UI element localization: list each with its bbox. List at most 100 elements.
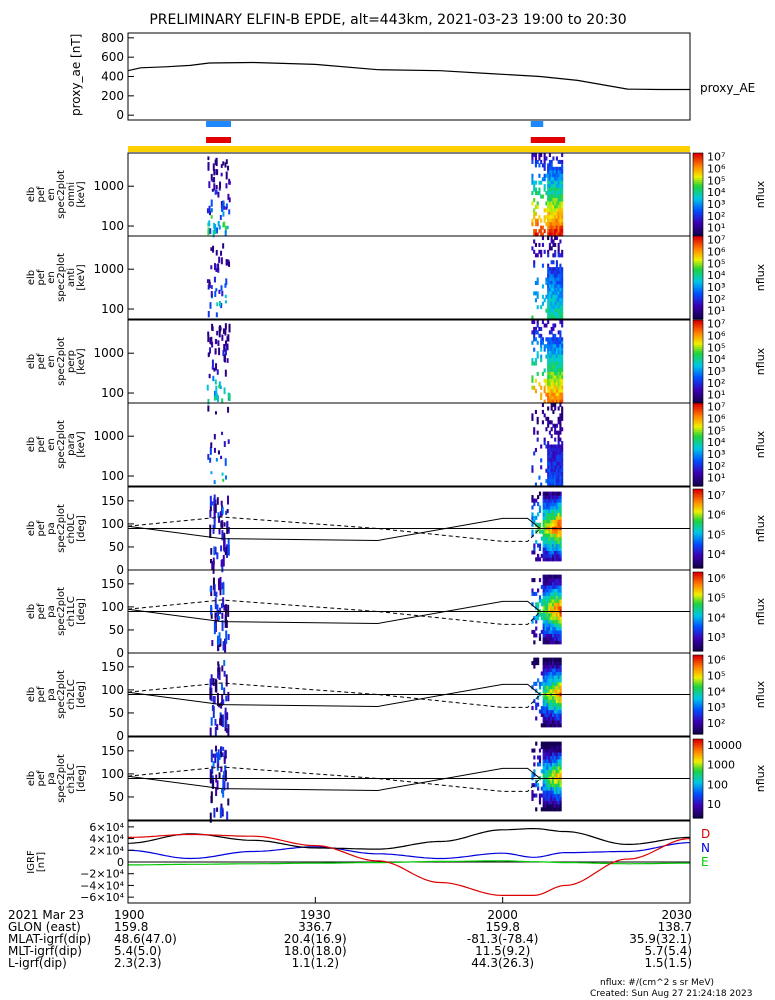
pa-pixel — [218, 616, 221, 621]
colorbar-segment — [693, 812, 703, 815]
pa-pixel — [555, 619, 558, 624]
spectrogram-pixel — [224, 328, 227, 336]
pa-pixel — [546, 758, 549, 763]
pa-pixel — [555, 588, 558, 593]
spectrogram-pixel — [550, 270, 553, 275]
pa-pixel — [546, 751, 549, 757]
spectrogram-pixel — [215, 385, 218, 394]
spectrogram-pixel — [555, 347, 558, 352]
spectrogram-pixel — [552, 170, 555, 175]
spectrogram-pixel — [547, 354, 550, 359]
pa-panel-frame — [127, 652, 691, 737]
spectrogram-pixel — [554, 274, 557, 279]
spectrogram-pixel — [557, 340, 560, 345]
colorbar-tick-label: 10² — [707, 377, 725, 390]
pa-pixel — [550, 706, 553, 711]
pa-ylabel-line: pef — [36, 686, 47, 703]
spectrogram-pixel — [559, 465, 562, 470]
pa-pixel — [548, 755, 551, 760]
colorbar-segment — [693, 471, 703, 475]
pa-pixel — [555, 515, 558, 520]
pa-pixel — [542, 629, 545, 635]
pa-pixel — [544, 762, 547, 767]
colorbar-tick-label: 10⁶ — [707, 654, 726, 667]
pa-pixel — [559, 745, 562, 750]
spectrogram-pixel — [534, 191, 537, 196]
spectrogram-pixel — [555, 204, 558, 209]
spectrogram-pixel — [550, 396, 553, 401]
colorbars: 10⁷10⁶10⁵10⁴10³10²10¹nflux10⁷10⁶10⁵10⁴10… — [692, 151, 767, 819]
spectrogram-pixel — [555, 308, 558, 313]
spectrogram-pixel — [554, 315, 557, 320]
pa-pixel — [559, 755, 562, 760]
spectrogram-pixel — [557, 347, 560, 352]
pa-pixel — [550, 699, 553, 704]
igrf-ylabel-line: IGRF — [26, 850, 37, 874]
spectrogram-pixel — [548, 315, 551, 320]
spectrogram-pixel — [561, 173, 564, 178]
colorbar-segment — [693, 209, 703, 212]
colorbar-segment — [693, 359, 703, 363]
spectrogram-pixel — [561, 371, 564, 376]
spectrogram-pixel — [548, 396, 551, 401]
pa-pixel — [535, 591, 538, 596]
spectrogram-pixel — [538, 187, 541, 192]
pa-pixel — [226, 520, 229, 529]
colorbar-tick-label: 10⁶ — [707, 412, 726, 425]
pa-pixel — [542, 519, 545, 524]
spectrogram-pixel — [550, 246, 553, 251]
spectrogram-pixel — [540, 253, 543, 258]
colorbar-segment — [693, 310, 703, 314]
spectrogram-pixel — [547, 465, 550, 470]
spectrogram-pixel — [531, 385, 534, 390]
spectrogram-pixel — [555, 423, 558, 428]
spectrogram-pixel — [547, 385, 550, 390]
pa-pixel — [551, 685, 555, 690]
spectrogram-pixel — [559, 291, 562, 296]
spectrogram-pixel — [547, 461, 550, 466]
pa-pixel — [557, 741, 560, 746]
colorbar-tick-label: 10⁷ — [707, 489, 725, 502]
spectrogram-pixel — [550, 291, 553, 296]
colorbar-segment — [693, 369, 703, 373]
pa-pixel — [551, 550, 555, 555]
colorbar-segment — [693, 798, 703, 801]
pa-ylabel-line: ch2LC — [66, 679, 77, 710]
pa-pixel — [559, 702, 562, 707]
pa-pixel — [559, 793, 562, 798]
pa-pixel — [224, 750, 227, 759]
pa-pixel — [538, 543, 542, 548]
pa-pixel — [542, 515, 545, 520]
pa-pixel — [531, 706, 534, 711]
spectrogram-pixel — [554, 284, 557, 289]
pa-pixel — [553, 557, 557, 562]
spectrogram-pixel — [561, 159, 564, 164]
pa-pixel — [537, 588, 540, 593]
pa-pixel — [555, 779, 558, 784]
pa-pixel — [557, 581, 560, 586]
igrf-north-line — [128, 842, 690, 860]
colorbar-tick-label: 10⁴ — [707, 436, 726, 449]
pa-pixel — [544, 719, 547, 724]
colorbar-segment — [693, 514, 703, 518]
pa-pixel — [217, 667, 220, 679]
spectrogram-pixel — [557, 475, 560, 480]
spectrogram-pixel — [228, 261, 231, 267]
pa-pixel — [553, 685, 557, 690]
spectrogram-pixel — [554, 197, 557, 203]
spectrogram-pixel — [214, 411, 217, 415]
colorbar-segment — [693, 238, 703, 241]
pa-pixel — [211, 640, 214, 647]
spectrogram-pixel — [554, 364, 557, 370]
pa-pixel — [559, 574, 562, 579]
pa-pixel — [559, 633, 562, 638]
pa-pixel — [544, 557, 547, 562]
colorbar-segment — [693, 564, 703, 567]
spectrogram-pixel — [533, 187, 536, 192]
spectrogram-pixel — [222, 200, 225, 206]
pa-pixel — [209, 678, 212, 691]
pa-pixel — [212, 706, 215, 719]
colorbar-segment — [693, 810, 703, 813]
pa-pixel — [551, 495, 555, 500]
